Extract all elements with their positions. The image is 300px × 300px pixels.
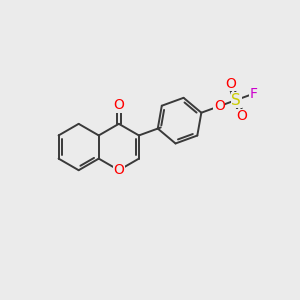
Text: O: O [113,163,124,177]
Text: S: S [231,92,241,107]
Text: O: O [225,77,236,91]
Text: O: O [113,98,124,112]
Text: O: O [214,99,225,113]
Text: F: F [250,86,258,100]
Text: O: O [237,110,248,123]
